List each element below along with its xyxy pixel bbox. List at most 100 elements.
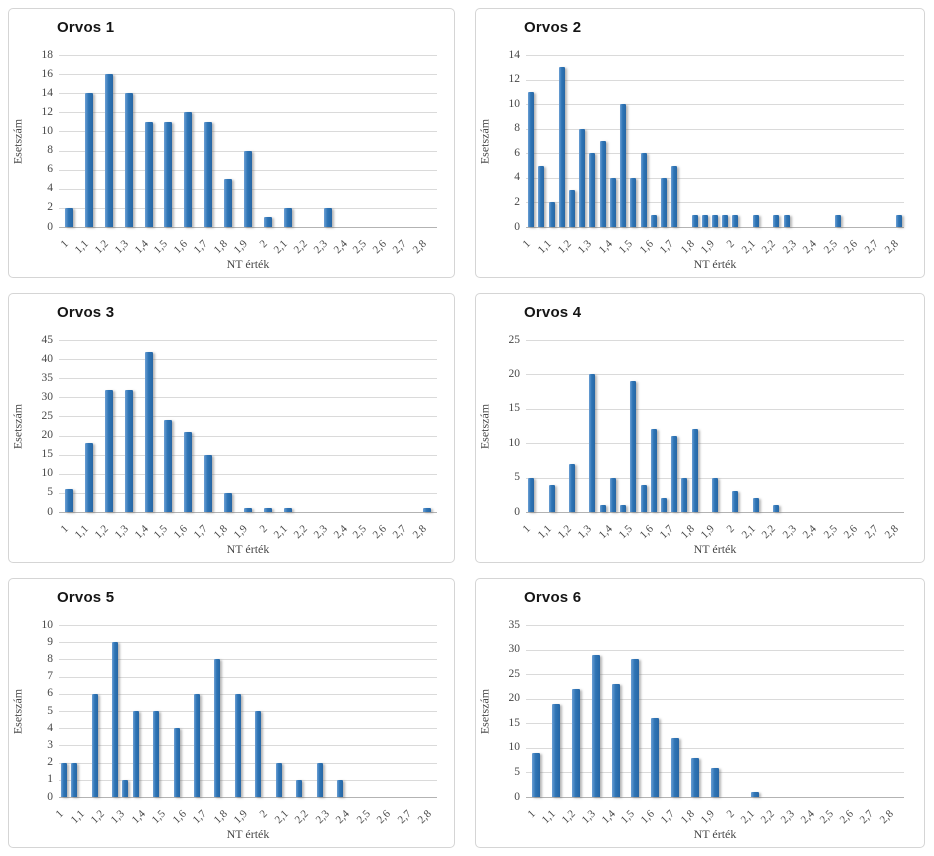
bar: [671, 738, 680, 797]
y-tick-label: 7: [47, 670, 53, 683]
y-tick-label: 20: [41, 429, 54, 442]
y-tick-label: 15: [41, 448, 54, 461]
bar: [234, 693, 241, 797]
x-axis-title: NT érték: [226, 827, 270, 841]
gridline: [526, 408, 904, 410]
y-tick-label: 30: [41, 390, 54, 403]
bar: [571, 688, 580, 797]
chart-panel-orvos-2: Orvos 2 Esetszám NT érték 0 2 4 6 8 10 12 14 1 1,…: [475, 8, 925, 278]
y-tick-label: 12: [508, 73, 521, 86]
y-tick-label: 2: [47, 756, 53, 769]
bar: [91, 693, 98, 797]
y-tick-label: 8: [514, 122, 520, 135]
bar: [589, 374, 596, 512]
gridline: [59, 55, 437, 56]
gridline: [59, 779, 437, 781]
bar: [64, 207, 73, 227]
gridline: [59, 112, 437, 114]
bar: [558, 67, 565, 227]
bar: [323, 207, 332, 227]
bar: [548, 202, 555, 227]
bar: [164, 121, 173, 227]
gridline: [59, 693, 437, 695]
chart-title: Orvos 6: [524, 589, 582, 606]
bar: [712, 477, 718, 512]
bar: [204, 121, 213, 227]
plot-area: [59, 340, 437, 513]
bar: [701, 214, 708, 227]
chart-title: Orvos 1: [57, 19, 115, 36]
x-axis-line: [59, 512, 437, 513]
y-tick-label: 40: [41, 352, 54, 365]
y-tick-label: 15: [508, 716, 521, 729]
y-tick-label: 4: [47, 721, 53, 734]
bar: [184, 112, 193, 227]
y-tick-label: 14: [41, 86, 54, 99]
bar: [214, 659, 221, 797]
x-axis-line: [526, 227, 904, 228]
gridline: [526, 79, 904, 81]
bar: [589, 153, 596, 227]
bar: [681, 477, 688, 512]
plot-area: [526, 625, 904, 798]
y-tick-label: 3: [47, 738, 53, 751]
bar: [124, 389, 133, 512]
y-axis-title: Esetszám: [477, 403, 492, 450]
y-tick-label: 9: [47, 635, 53, 648]
bar: [104, 74, 113, 227]
bar: [660, 498, 667, 512]
y-tick-label: 2: [47, 201, 53, 214]
y-tick-label: 10: [41, 618, 54, 631]
y-axis-title: Esetszám: [10, 118, 25, 165]
y-tick-label: 6: [47, 163, 53, 176]
bar: [773, 214, 780, 227]
gridline: [59, 659, 437, 661]
bar: [336, 779, 343, 797]
y-tick-label: 8: [47, 652, 53, 665]
bar: [531, 752, 540, 797]
bar: [124, 93, 133, 227]
plot-area: [59, 625, 437, 798]
bar: [671, 165, 678, 227]
bar: [752, 214, 759, 227]
y-tick-label: 0: [514, 220, 520, 233]
y-tick-label: 10: [508, 436, 521, 449]
bar: [750, 792, 759, 797]
y-tick-label: 4: [47, 182, 53, 195]
bar: [164, 420, 173, 512]
gridline: [526, 340, 904, 341]
x-axis-title: NT érték: [693, 257, 737, 271]
y-tick-label: 45: [41, 333, 54, 346]
gridline: [526, 698, 904, 700]
bar: [640, 153, 647, 227]
bar: [631, 659, 640, 797]
bar: [671, 436, 678, 512]
y-tick-label: 35: [508, 618, 521, 631]
bar: [895, 214, 902, 227]
bar: [609, 477, 616, 512]
gridline: [526, 55, 904, 56]
y-tick-label: 0: [47, 220, 53, 233]
bar: [122, 779, 129, 797]
chart-title: Orvos 5: [57, 589, 115, 606]
bar: [184, 431, 193, 512]
bar: [144, 121, 153, 227]
chart-panel-orvos-4: Orvos 4 Esetszám NT érték 0 5 10 15 20 25 1 1,1…: [475, 293, 925, 563]
bar: [599, 141, 606, 227]
chart-title: Orvos 2: [524, 19, 582, 36]
gridline: [59, 359, 437, 361]
bar: [783, 214, 790, 227]
x-axis-title: NT érték: [226, 542, 270, 556]
bar: [630, 177, 637, 227]
y-tick-label: 18: [41, 48, 54, 61]
bar: [132, 711, 139, 797]
y-tick-label: 4: [514, 171, 520, 184]
bar: [579, 128, 586, 227]
gridline: [526, 153, 904, 155]
bar: [204, 454, 213, 512]
bar: [224, 492, 233, 512]
gridline: [526, 625, 904, 626]
gridline: [59, 745, 437, 747]
x-axis-line: [526, 797, 904, 798]
bar: [569, 190, 575, 227]
